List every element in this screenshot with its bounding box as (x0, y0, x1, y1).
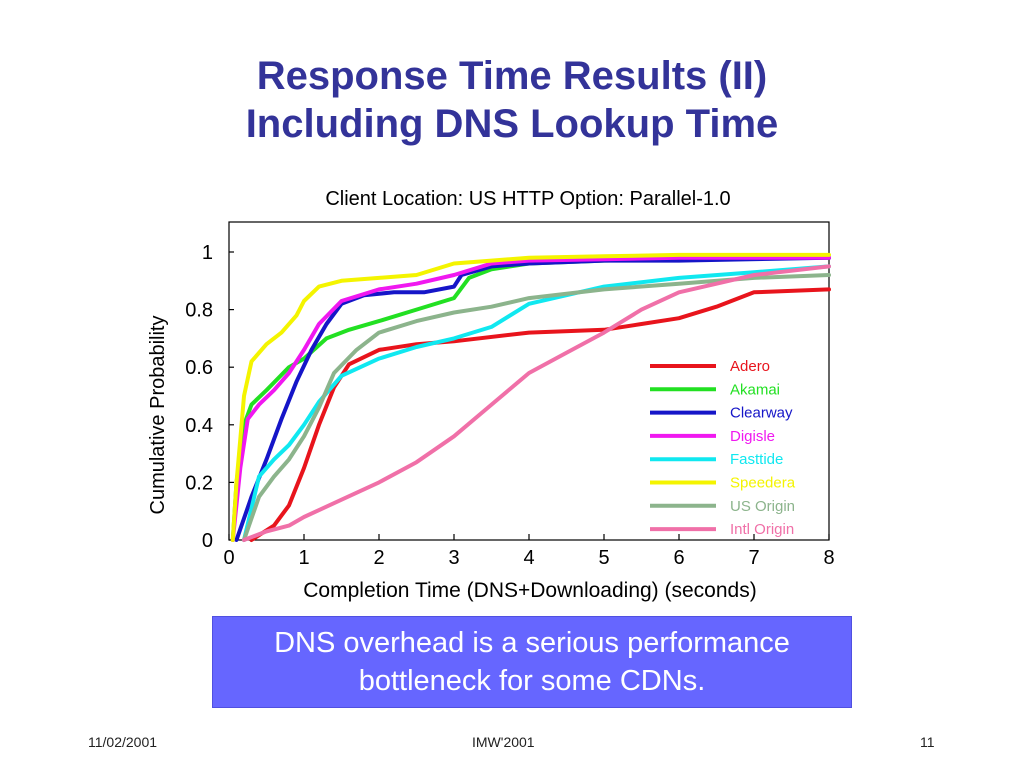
x-tick-label: 2 (373, 547, 384, 569)
legend-label: Adero (730, 358, 770, 375)
y-tick-label: 0.4 (185, 415, 213, 437)
y-tick-label: 1 (202, 242, 213, 264)
y-tick-label: 0.6 (185, 357, 213, 379)
series-line-us-origin (242, 273, 831, 542)
series-line-digisle (230, 255, 831, 542)
x-axis-ticks: 0 1 2 3 4 5 6 7 8 (223, 534, 835, 569)
y-tick-label: 0.8 (185, 300, 213, 322)
legend: Adero Akamai Clearway Digisle Fasttide Speede… (650, 358, 796, 538)
legend-label: Fasttide (730, 451, 783, 468)
x-tick-label: 6 (673, 547, 684, 569)
x-tick-label: 0 (223, 547, 234, 569)
legend-label: Clearway (730, 405, 793, 422)
chart-title: Client Location: US HTTP Option: Paralle… (325, 188, 730, 210)
slide-title-line2: Including DNS Lookup Time (245, 102, 779, 146)
x-tick-label: 1 (298, 547, 309, 569)
y-tick-label: 0 (202, 530, 213, 552)
x-tick-label: 5 (598, 547, 609, 569)
callout-line2: bottleneck for some CDNs. (358, 665, 706, 697)
series-line-intl-origin (242, 264, 831, 542)
series-line-clearway (234, 255, 831, 542)
series-lines (230, 252, 831, 542)
legend-label: Akamai (730, 381, 780, 398)
x-axis-label: Completion Time (DNS+Downloading) (secon… (303, 579, 756, 602)
y-tick-label: 0.2 (185, 472, 213, 494)
callout-box: DNS overhead is a serious performance bo… (212, 616, 852, 708)
legend-label: Intl Origin (730, 521, 794, 538)
legend-label: Speedera (730, 475, 796, 492)
footer-event: IMW'2001 (472, 734, 535, 750)
y-axis-ticks: 0 0.2 0.4 0.6 0.8 1 (185, 242, 234, 552)
slide-title: Response Time Results (II) Including DNS… (0, 52, 1024, 148)
series-line-fasttide (242, 264, 831, 542)
x-tick-label: 8 (823, 547, 834, 569)
series-line-adero (249, 287, 831, 542)
cdf-chart: Client Location: US HTTP Option: Paralle… (147, 188, 835, 602)
legend-label: Digisle (730, 428, 775, 445)
x-tick-label: 7 (748, 547, 759, 569)
footer-page-number: 11 (920, 734, 935, 750)
x-tick-label: 3 (448, 547, 459, 569)
footer-date: 11/02/2001 (88, 734, 158, 750)
legend-label: US Origin (730, 498, 795, 515)
slide-title-line1: Response Time Results (II) (256, 54, 768, 98)
series-line-speedera (230, 252, 831, 542)
y-axis-label: Cumulative Probability (147, 316, 169, 515)
x-tick-label: 4 (523, 547, 534, 569)
callout-line1: DNS overhead is a serious performance (274, 627, 790, 659)
